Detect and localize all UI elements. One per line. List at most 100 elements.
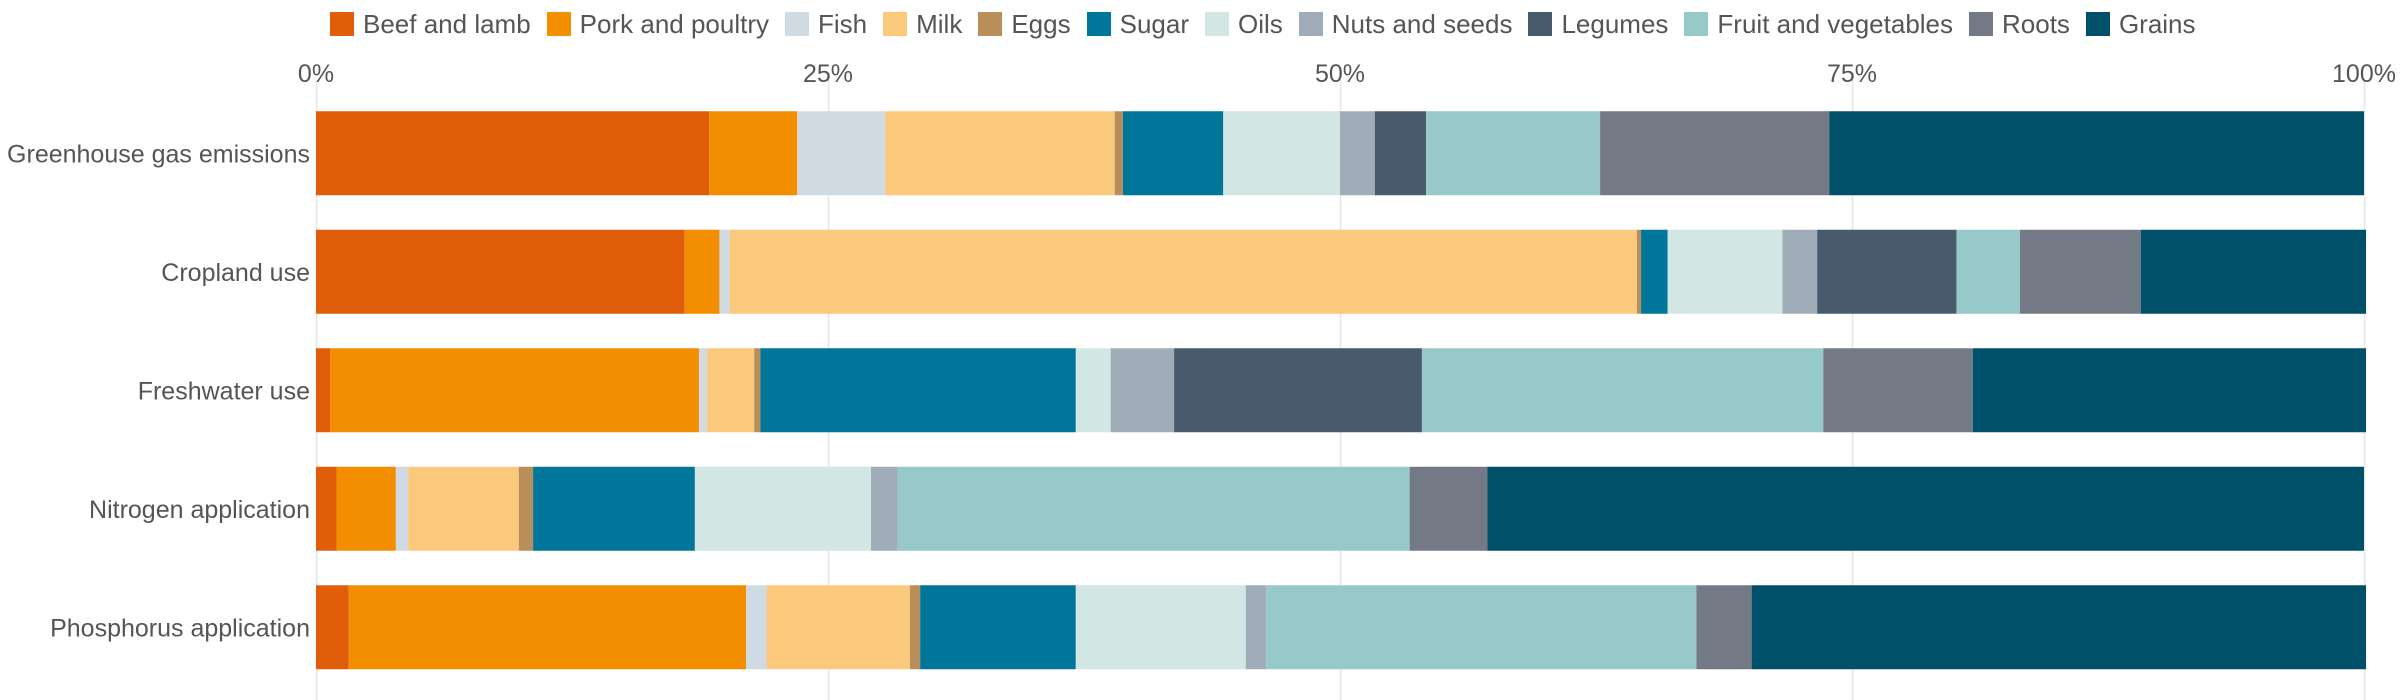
chart-legend: Beef and lamb Pork and poultry Fish Milk Egg… bbox=[330, 6, 2212, 42]
bar-segment-oils bbox=[1075, 348, 1111, 433]
legend-swatch bbox=[330, 12, 354, 36]
bar-segment-fruit-and-vegetables bbox=[1426, 111, 1601, 196]
legend-label: Nuts and seeds bbox=[1331, 8, 1513, 39]
legend-item: Fish bbox=[785, 9, 867, 40]
bar-segment-eggs bbox=[1636, 229, 1642, 314]
legend-label: Pork and poultry bbox=[579, 8, 769, 39]
bar-segment-milk bbox=[707, 348, 755, 433]
bar-segment-pork-and-poultry bbox=[348, 585, 747, 670]
legend-label: Oils bbox=[1238, 8, 1283, 39]
legend-swatch bbox=[1969, 12, 1994, 36]
category-label: Nitrogen application bbox=[89, 496, 310, 524]
legend-swatch bbox=[1298, 12, 1323, 36]
bar-segment-beef-and-lamb bbox=[316, 229, 685, 314]
bar-segment-nuts-and-seeds bbox=[1340, 111, 1375, 196]
bar-segment-sugar bbox=[1122, 111, 1224, 196]
legend-item: Pork and poultry bbox=[546, 8, 769, 40]
bar-segment-oils bbox=[1667, 229, 1783, 314]
bar-segment-sugar bbox=[760, 348, 1076, 433]
bar-segment-sugar bbox=[533, 466, 695, 551]
legend-swatch bbox=[2085, 12, 2110, 36]
bar-segment-roots bbox=[1696, 585, 1752, 670]
bar-segment-pork-and-poultry bbox=[336, 466, 396, 551]
legend-label: Eggs bbox=[1011, 8, 1071, 39]
bar-segment-fruit-and-vegetables bbox=[897, 466, 1410, 551]
legend-label: Grains bbox=[2118, 8, 2196, 39]
bar-segment-fish bbox=[719, 229, 730, 314]
legend-swatch bbox=[1528, 12, 1553, 36]
bar-segment-roots bbox=[1600, 111, 1830, 196]
bar-segment-eggs bbox=[518, 466, 534, 551]
bar-segment-sugar bbox=[1641, 229, 1668, 314]
bar-segment-oils bbox=[1223, 111, 1340, 196]
bar-segment-milk bbox=[885, 111, 1115, 196]
category-label: Freshwater use bbox=[138, 377, 310, 405]
legend-label: Roots bbox=[2002, 8, 2070, 39]
bar-segment-fruit-and-vegetables bbox=[1421, 348, 1824, 433]
legend-label: Legumes bbox=[1561, 8, 1669, 39]
legend-label: Fruit and vegetables bbox=[1717, 8, 1954, 39]
bar-segment-fish bbox=[395, 466, 409, 551]
legend-item: Milk bbox=[883, 9, 962, 40]
legend-item: Legumes bbox=[1528, 9, 1668, 40]
bar-segment-sugar bbox=[920, 585, 1076, 670]
bar-segment-grains bbox=[1972, 348, 2367, 433]
legend-swatch bbox=[978, 12, 1003, 36]
bar-segment-beef-and-lamb bbox=[316, 466, 337, 551]
bar-segment-oils bbox=[1075, 585, 1246, 670]
x-tick-label: 0% bbox=[298, 60, 334, 88]
legend-swatch bbox=[546, 12, 571, 36]
bar-segment-roots bbox=[1409, 466, 1488, 551]
bar-segment-pork-and-poultry bbox=[709, 111, 798, 196]
bar-segment-beef-and-lamb bbox=[316, 348, 331, 433]
bar-segment-pork-and-poultry bbox=[330, 348, 699, 433]
bar-segment-beef-and-lamb bbox=[316, 585, 349, 670]
bar-segment-nuts-and-seeds bbox=[1782, 229, 1818, 314]
bar-segment-fish bbox=[797, 111, 886, 196]
bar-segment-nuts-and-seeds bbox=[1110, 348, 1175, 433]
bar-segment-milk bbox=[729, 229, 1637, 314]
bar-segment-legumes bbox=[1374, 111, 1427, 196]
category-label: Cropland use bbox=[161, 259, 310, 287]
legend-swatch bbox=[1684, 12, 1709, 36]
legend-item: Eggs bbox=[978, 8, 1071, 40]
category-label: Phosphorus application bbox=[50, 614, 310, 642]
x-tick-label: 75% bbox=[1827, 60, 1877, 88]
bar-segment-roots bbox=[1823, 348, 1973, 433]
bar-segment-fruit-and-vegetables bbox=[1266, 585, 1697, 670]
bar-segment-grains bbox=[1751, 585, 2367, 670]
bar-segment-fruit-and-vegetables bbox=[1956, 229, 2020, 314]
legend-swatch bbox=[1205, 12, 1229, 36]
bar-segment-roots bbox=[2019, 229, 2141, 314]
legend-label: Milk bbox=[916, 8, 963, 39]
bar-segment-legumes bbox=[1817, 229, 1957, 314]
legend-item: Beef and lamb bbox=[330, 9, 531, 40]
legend-label: Sugar bbox=[1119, 8, 1189, 39]
legend-label: Fish bbox=[818, 8, 868, 39]
legend-item: Fruit and vegetables bbox=[1684, 9, 1953, 40]
legend-item: Grains bbox=[2085, 8, 2196, 40]
bar-segment-fish bbox=[746, 585, 767, 670]
bar-segment-grains bbox=[1487, 466, 2364, 551]
bar-segment-nuts-and-seeds bbox=[1245, 585, 1267, 670]
x-tick-label: 25% bbox=[803, 60, 853, 88]
x-tick-label: 100% bbox=[2332, 60, 2396, 88]
bar-segment-legumes bbox=[1174, 348, 1422, 433]
bar-segment-eggs bbox=[1114, 111, 1123, 196]
legend-label: Beef and lamb bbox=[363, 8, 531, 39]
legend-item: Roots bbox=[1969, 9, 2070, 40]
bar-segment-oils bbox=[694, 466, 872, 551]
bar-segment-grains bbox=[1829, 111, 2364, 196]
x-tick-label: 50% bbox=[1315, 60, 1365, 88]
bar-segment-beef-and-lamb bbox=[316, 111, 710, 196]
bar-segment-milk bbox=[766, 585, 910, 670]
category-label: Greenhouse gas emissions bbox=[7, 140, 310, 168]
legend-item: Sugar bbox=[1086, 8, 1189, 40]
bar-segment-pork-and-poultry bbox=[684, 229, 720, 314]
bar-segment-milk bbox=[408, 466, 519, 551]
legend-item: Nuts and seeds bbox=[1298, 8, 1513, 40]
bar-segment-grains bbox=[2140, 229, 2367, 314]
legend-item: Oils bbox=[1205, 9, 1283, 40]
bar-segment-nuts-and-seeds bbox=[871, 466, 898, 551]
bar-segment-eggs bbox=[909, 585, 921, 670]
